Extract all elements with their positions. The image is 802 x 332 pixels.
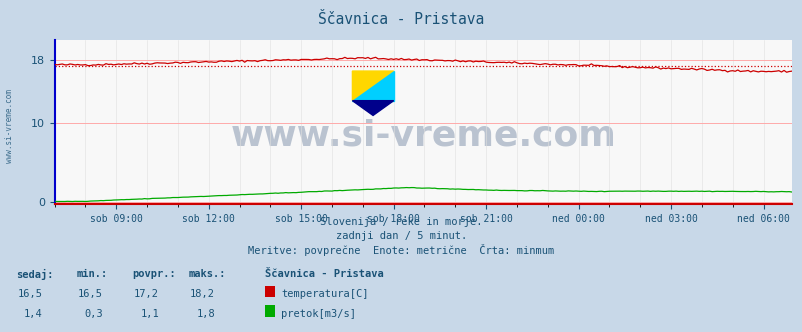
Text: 16,5: 16,5 bbox=[18, 289, 43, 299]
Text: Ščavnica - Pristava: Ščavnica - Pristava bbox=[318, 12, 484, 27]
Text: 1,8: 1,8 bbox=[196, 309, 215, 319]
Polygon shape bbox=[352, 101, 393, 116]
Text: 1,1: 1,1 bbox=[140, 309, 159, 319]
Text: 1,4: 1,4 bbox=[24, 309, 43, 319]
Text: 17,2: 17,2 bbox=[134, 289, 159, 299]
Text: 16,5: 16,5 bbox=[78, 289, 103, 299]
Text: www.si-vreme.com: www.si-vreme.com bbox=[5, 89, 14, 163]
Polygon shape bbox=[352, 71, 393, 101]
Text: sedaj:: sedaj: bbox=[16, 269, 54, 280]
Text: maks.:: maks.: bbox=[188, 269, 226, 279]
Text: 18,2: 18,2 bbox=[190, 289, 215, 299]
Polygon shape bbox=[352, 71, 393, 101]
Text: min.:: min.: bbox=[76, 269, 107, 279]
Text: zadnji dan / 5 minut.: zadnji dan / 5 minut. bbox=[335, 231, 467, 241]
Text: Ščavnica - Pristava: Ščavnica - Pristava bbox=[265, 269, 383, 279]
Text: www.si-vreme.com: www.si-vreme.com bbox=[230, 118, 615, 152]
Text: povpr.:: povpr.: bbox=[132, 269, 176, 279]
Text: 0,3: 0,3 bbox=[84, 309, 103, 319]
Text: Meritve: povprečne  Enote: metrične  Črta: minmum: Meritve: povprečne Enote: metrične Črta:… bbox=[248, 244, 554, 256]
Text: Slovenija / reke in morje.: Slovenija / reke in morje. bbox=[320, 217, 482, 227]
Text: temperatura[C]: temperatura[C] bbox=[281, 289, 368, 299]
Text: pretok[m3/s]: pretok[m3/s] bbox=[281, 309, 355, 319]
